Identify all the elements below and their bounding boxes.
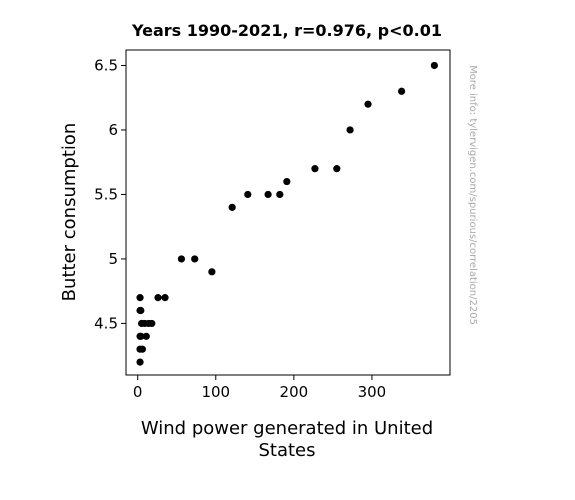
- y-tick-label: 5.5: [94, 185, 118, 203]
- data-point: [264, 190, 272, 199]
- x-tick-label: 300: [358, 383, 387, 401]
- plot-area-frame: [125, 49, 451, 376]
- y-tick-label: 6.5: [94, 56, 118, 74]
- data-point: [333, 165, 341, 173]
- data-point: [364, 100, 372, 108]
- x-axis-label-line-2: States: [258, 440, 315, 461]
- data-point: [136, 294, 144, 302]
- x-axis-ticks: 0 100 200 300: [133, 375, 386, 401]
- x-axis-label-line-1: Wind power generated in United: [141, 418, 433, 439]
- x-tick-label: 200: [280, 383, 309, 401]
- data-point: [177, 255, 186, 263]
- y-axis-ticks: 4.5 5 5.5 6 6.5: [94, 56, 126, 332]
- data-point: [161, 294, 169, 302]
- data-point: [283, 177, 291, 186]
- x-tick-label: 100: [201, 383, 230, 401]
- chart-title: Years 1990-2021, r=0.976, p<0.01: [131, 21, 442, 40]
- data-point: [136, 358, 144, 366]
- data-point: [142, 332, 150, 340]
- data-point: [346, 126, 354, 134]
- data-point: [148, 319, 156, 328]
- data-point: [397, 87, 406, 95]
- data-points: [136, 61, 438, 366]
- x-tick-label: 0: [133, 383, 143, 401]
- data-point: [137, 332, 145, 340]
- y-tick-label: 4.5: [94, 314, 118, 332]
- data-point: [137, 306, 145, 315]
- y-tick-label: 6: [108, 121, 118, 139]
- data-point: [208, 268, 216, 276]
- data-point: [191, 255, 199, 263]
- source-credit: More info: tylervigen.com/spurious/corre…: [467, 65, 478, 325]
- data-point: [154, 294, 162, 302]
- data-point: [138, 345, 146, 353]
- data-point: [311, 165, 319, 173]
- y-axis-label: Butter consumption: [59, 123, 80, 302]
- y-tick-label: 5: [108, 250, 118, 268]
- data-point: [276, 190, 284, 199]
- data-point: [430, 61, 438, 70]
- data-point: [244, 190, 252, 199]
- data-point: [228, 203, 236, 211]
